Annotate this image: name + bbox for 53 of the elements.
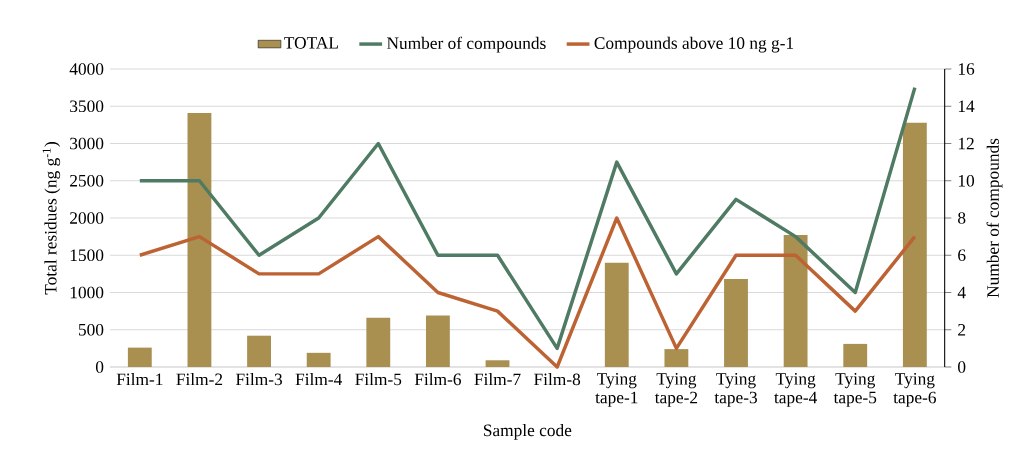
line-series (138, 216, 917, 369)
x-tick-label: Tying tape-5 (833, 373, 877, 407)
y-tick-label: 2000 (70, 212, 104, 224)
y-tick-label: 1000 (70, 286, 104, 299)
bar (306, 352, 331, 367)
y2-tick-label: 16 (958, 63, 975, 75)
y2-tick-label: 14 (958, 100, 975, 112)
y-tick-label: 0 (95, 361, 104, 373)
y-axis-title: Total residues (ng g$^{-1}$) (42, 142, 61, 295)
bar (187, 112, 212, 367)
x-tick-label: Tying tape-6 (893, 373, 937, 407)
y2-tick-label: 10 (958, 174, 975, 187)
y2-tick-label: 0 (958, 361, 966, 373)
x-tick-label: Film-6 (414, 373, 461, 386)
bar (425, 315, 450, 367)
bar (485, 360, 510, 367)
line-series (138, 85, 917, 351)
x-tick-label: Film-5 (355, 373, 402, 386)
bar (247, 335, 271, 367)
x-tick-label: Tying tape-4 (774, 373, 818, 407)
legend-label: Number of compounds (386, 36, 546, 53)
y-tick-label: 3500 (70, 100, 104, 113)
x-tick-label: Tying tape-3 (714, 373, 757, 407)
bar (783, 235, 808, 367)
bar (366, 317, 391, 367)
bar (664, 349, 689, 367)
x-axis-title: Sample code (483, 424, 572, 440)
y2-tick-label: 8 (958, 212, 966, 224)
bar (127, 347, 152, 367)
y2-axis-title: Number of compounds (986, 138, 1003, 298)
y-tick-label: 2500 (70, 174, 104, 187)
x-tick-label: Film-3 (235, 373, 282, 386)
y-tick-label: 500 (78, 323, 104, 336)
bar (902, 122, 927, 367)
x-tick-label: Tying tape-1 (595, 373, 638, 407)
x-tick-label: Film-7 (474, 373, 521, 386)
legend-label: Compounds above 10 ng g-1 (594, 36, 794, 53)
y-tick-label: 3000 (70, 137, 104, 150)
x-tick-label: Film-1 (116, 373, 163, 386)
y2-tick-label: 4 (957, 286, 966, 299)
bar (843, 343, 868, 367)
y-tick-label: 1500 (70, 249, 104, 262)
bar (604, 262, 629, 367)
x-tick-label: Film-8 (534, 373, 581, 386)
x-tick-label: Tying tape-2 (654, 373, 698, 407)
x-tick-label: Film-4 (295, 373, 343, 386)
y2-tick-label: 2 (958, 323, 966, 336)
legend-label: TOTAL (284, 37, 338, 49)
y2-tick-label: 12 (958, 137, 974, 150)
y2-tick-label: 6 (958, 249, 966, 262)
y-tick-label: 4000 (69, 63, 104, 75)
bar (724, 279, 748, 367)
x-tick-label: Film-2 (176, 373, 223, 386)
